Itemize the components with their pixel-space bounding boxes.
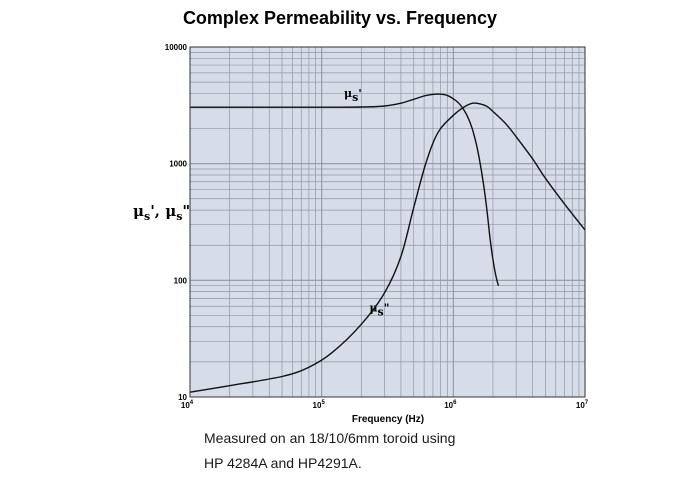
plot-area (190, 47, 585, 397)
chart-title: Complex Permeability vs. Frequency (183, 8, 497, 28)
series-label-mu-s-prime: μs' (344, 87, 362, 104)
y-tick-label: 10 (178, 393, 187, 402)
y-axis-ticks: 10 100 1000 10000 (165, 43, 188, 402)
series-label-mu-s-double-prime: μs" (369, 301, 389, 318)
y-tick-label: 1000 (169, 160, 187, 169)
x-tick-label: 107 (576, 400, 589, 410)
gridlines (190, 47, 585, 397)
x-tick-label: 104 (181, 400, 194, 410)
y-axis-label: μs', μs" (133, 202, 190, 223)
y-tick-label: 10000 (165, 43, 188, 52)
x-tick-label: 106 (444, 400, 457, 410)
x-axis-ticks: 104 105 106 107 (181, 400, 589, 410)
caption-line-2: HP 4284A and HP4291A. (204, 455, 362, 471)
series-labels: μs' μs" (344, 87, 389, 319)
x-axis-label: Frequency (Hz) (352, 414, 424, 425)
caption-line-1: Measured on an 18/10/6mm toroid using (204, 430, 456, 446)
series-mu-s-double-prime-line (189, 102, 586, 393)
series-layer (189, 93, 586, 393)
x-tick-label: 105 (313, 400, 326, 410)
y-tick-label: 100 (174, 276, 188, 285)
plot-frame (189, 46, 586, 398)
permeability-chart: Complex Permeability vs. Frequency 10 100… (133, 8, 589, 425)
series-mu-s-prime-line (189, 93, 500, 286)
